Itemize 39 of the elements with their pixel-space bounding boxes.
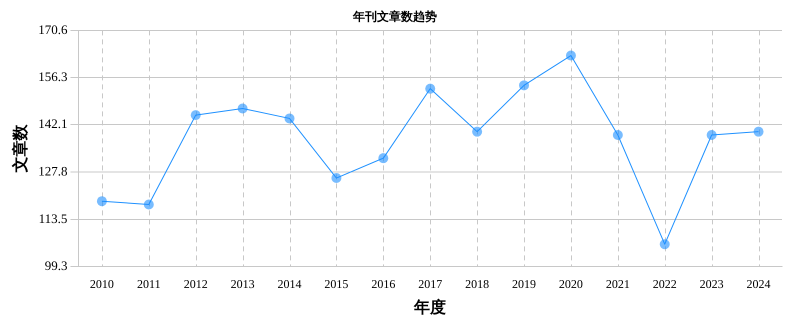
point	[566, 50, 576, 61]
y-tick-label: 113.5	[38, 210, 68, 226]
x-tick-label: 2017	[418, 276, 442, 291]
y-tick-label: 156.3	[38, 69, 68, 84]
point	[96, 196, 107, 206]
point	[144, 200, 154, 210]
x-tick-label: 2016	[371, 276, 396, 291]
x-tick-label: 2013	[230, 276, 255, 291]
point	[472, 126, 482, 137]
x-tick-label: 2012	[184, 276, 208, 291]
point	[612, 130, 623, 140]
x-tick-label: 2020	[558, 276, 583, 291]
point	[706, 130, 717, 140]
x-tick-label: 2015	[324, 276, 348, 291]
point	[660, 239, 670, 250]
x-axis-title: 年度	[413, 298, 446, 317]
x-tick-label: 2019	[512, 276, 536, 291]
point	[331, 173, 342, 184]
point	[425, 84, 436, 94]
x-tick-label: 2014	[278, 276, 302, 291]
point	[238, 104, 248, 114]
x-tick-label: 2010	[90, 276, 114, 291]
x-tick-label: 2023	[700, 276, 724, 291]
y-axis-title: 文章数	[12, 123, 30, 174]
x-tick-label: 2018	[465, 276, 490, 291]
x-tick-label: 2021	[606, 276, 630, 291]
point	[754, 126, 764, 137]
x-tick-label: 2022	[652, 276, 677, 291]
y-tick-label: 127.8	[38, 163, 68, 178]
x-tick-label: 2024	[746, 276, 771, 291]
x-tick-label: 2011	[137, 276, 161, 291]
point	[378, 153, 388, 164]
point	[190, 110, 201, 120]
point	[519, 80, 530, 90]
chart-title: 年刊文章数趋势	[352, 9, 437, 24]
point	[284, 113, 295, 124]
y-tick-label: 170.6	[38, 22, 68, 37]
y-tick-label: 99.3	[44, 258, 68, 273]
y-tick-label: 142.1	[38, 116, 68, 132]
